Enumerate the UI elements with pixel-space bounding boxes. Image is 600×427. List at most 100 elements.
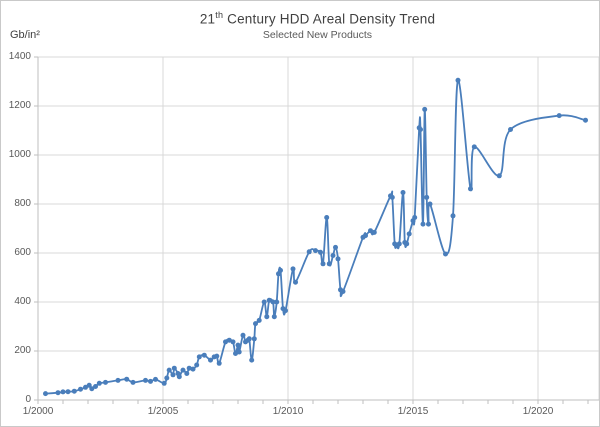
data-point-marker — [190, 366, 196, 372]
data-point-marker — [270, 299, 276, 305]
data-point-marker — [65, 389, 71, 395]
data-point-marker — [426, 221, 431, 227]
data-point-marker — [471, 144, 477, 150]
data-point-marker — [468, 186, 473, 192]
data-point-marker — [153, 376, 158, 382]
data-point-marker — [78, 386, 83, 392]
data-point-marker — [313, 248, 318, 254]
data-point-marker — [235, 342, 241, 348]
data-point-marker — [83, 384, 88, 390]
chart-title: 21th Century HDD Areal Density Trend — [38, 10, 597, 27]
y-tick-label: 400 — [14, 296, 31, 307]
data-point-marker — [318, 249, 323, 255]
data-point-marker — [130, 379, 136, 385]
x-tick-label: 1/2020 — [522, 406, 554, 417]
data-point-marker — [208, 357, 213, 363]
chart-title-rest: Century HDD Areal Density Trend — [223, 11, 436, 27]
data-point-marker — [326, 261, 332, 267]
x-tick-label: 1/2000 — [22, 406, 54, 417]
data-point-marker — [290, 266, 296, 272]
data-point-marker — [324, 215, 330, 220]
data-point-marker — [335, 256, 341, 262]
data-point-marker — [196, 354, 202, 360]
data-point-marker — [170, 372, 176, 378]
data-point-marker — [148, 378, 153, 384]
data-point-marker — [283, 308, 288, 314]
data-point-marker — [293, 279, 298, 285]
x-tick-label: 1/2015 — [397, 406, 429, 417]
data-point-marker — [264, 314, 270, 320]
chart-title-superscript: th — [215, 10, 224, 20]
data-point-marker — [236, 349, 242, 355]
y-axis-unit-label: Gb/in² — [10, 29, 40, 41]
data-point-marker — [86, 382, 92, 388]
data-point-marker — [201, 352, 207, 358]
data-point-marker — [443, 251, 448, 257]
y-tick-label: 600 — [14, 247, 31, 258]
data-point-marker — [176, 374, 182, 380]
data-point-marker — [450, 213, 456, 219]
data-point-marker — [306, 249, 312, 255]
data-point-marker — [266, 297, 272, 303]
data-point-marker — [340, 289, 346, 294]
data-point-marker — [96, 380, 102, 386]
y-tick-label: 1400 — [8, 51, 31, 62]
data-point-marker — [166, 367, 172, 373]
data-point-marker — [256, 317, 262, 323]
data-point-marker — [251, 336, 257, 342]
chart-subtitle: Selected New Products — [262, 29, 373, 41]
data-point-marker — [43, 391, 48, 397]
data-point-marker — [278, 267, 283, 273]
data-point-marker — [143, 377, 148, 383]
data-point-marker — [333, 244, 338, 250]
data-point-marker — [115, 377, 121, 383]
data-point-marker — [194, 362, 200, 368]
data-point-marker — [371, 229, 377, 235]
data-point-marker — [420, 221, 426, 227]
data-point-marker — [320, 261, 326, 267]
y-tick-label: 200 — [14, 345, 31, 356]
y-tick-label: 800 — [14, 198, 31, 209]
y-tick-label: 1200 — [8, 100, 31, 111]
data-point-marker — [396, 241, 402, 247]
data-point-marker — [427, 201, 433, 207]
plot-area — [34, 56, 599, 404]
data-point-marker — [496, 173, 502, 179]
data-point-marker — [71, 388, 77, 394]
data-point-marker — [161, 380, 167, 386]
data-point-marker — [330, 253, 336, 258]
data-point-marker — [274, 299, 280, 305]
data-point-marker — [246, 336, 252, 342]
data-point-marker — [400, 190, 406, 195]
data-point-marker — [412, 215, 418, 220]
data-point-marker — [89, 386, 95, 392]
data-point-marker — [171, 365, 177, 371]
chart-title-prefix: 21 — [199, 11, 216, 27]
data-point-marker — [164, 375, 170, 381]
data-point-marker — [404, 241, 410, 247]
data-point-marker — [556, 113, 562, 119]
data-point-marker — [180, 367, 186, 373]
data-point-marker — [424, 194, 430, 200]
data-point-marker — [186, 365, 192, 371]
data-point-marker — [60, 389, 66, 395]
data-point-marker — [184, 371, 190, 376]
data-point-marker — [418, 127, 423, 132]
data-point-marker — [406, 231, 412, 237]
data-point-marker — [508, 127, 513, 132]
series-line — [44, 79, 587, 395]
data-point-marker — [455, 77, 461, 83]
x-tick-label: 1/2005 — [147, 406, 179, 417]
data-point-marker — [230, 339, 236, 345]
data-point-marker — [253, 321, 258, 327]
data-point-marker — [214, 353, 220, 359]
data-point-marker — [363, 233, 368, 239]
data-point-marker — [249, 357, 255, 363]
data-point-marker — [271, 314, 277, 320]
data-point-marker — [124, 376, 130, 382]
data-point-marker — [240, 332, 246, 338]
data-point-marker — [216, 360, 222, 366]
data-point-marker — [261, 299, 267, 305]
data-point-marker — [422, 106, 428, 112]
